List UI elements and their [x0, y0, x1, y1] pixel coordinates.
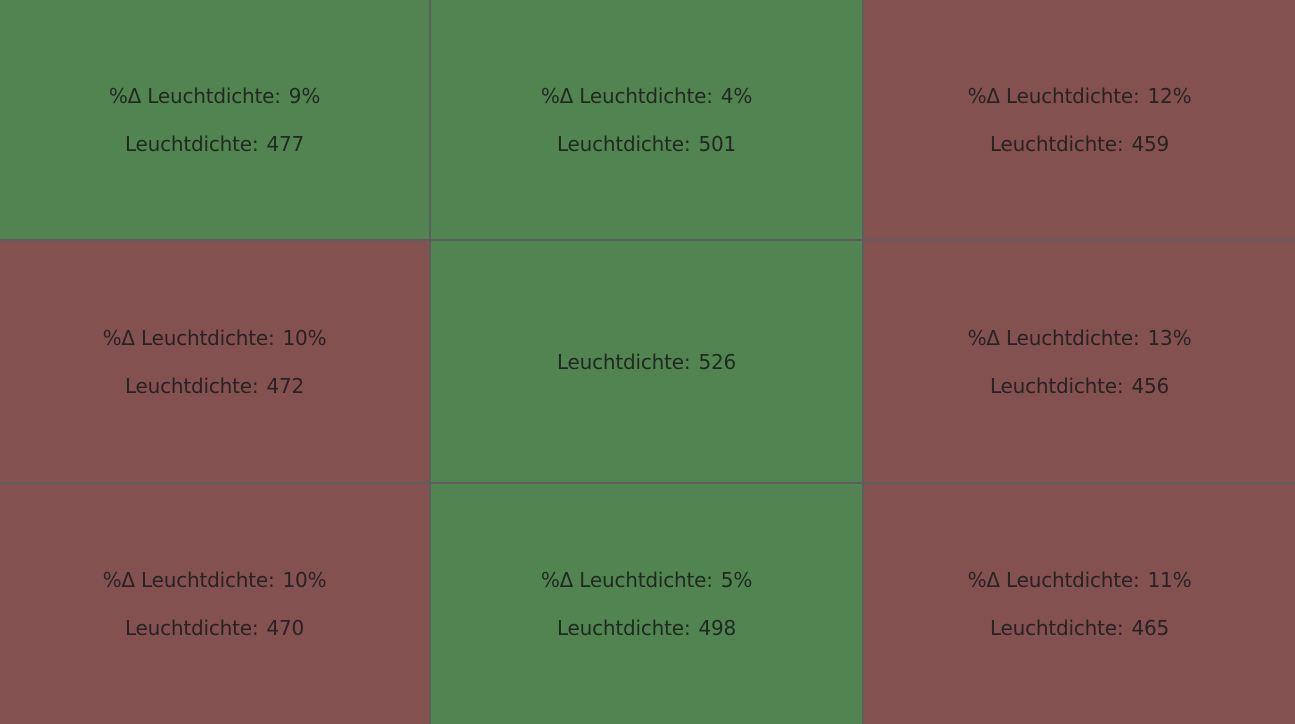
luminance-value: 456 — [1131, 373, 1170, 398]
delta-value: 10% — [282, 325, 327, 350]
delta-value: 9% — [288, 83, 321, 108]
cell-center-reference: Leuchtdichte: 526 — [431, 241, 864, 484]
delta-label: %Δ Leuchtdichte: — [967, 83, 1140, 108]
luminance-readout: Leuchtdichte: 456 — [990, 362, 1169, 410]
luminance-value: 526 — [698, 349, 737, 374]
delta-value: 5% — [720, 568, 753, 592]
luminance-label: Leuchtdichte: — [556, 616, 691, 640]
delta-label: %Δ Leuchtdichte: — [967, 325, 1140, 350]
luminance-label: Leuchtdichte: — [989, 616, 1124, 640]
cell-bottom-left: %Δ Leuchtdichte: 10% Leuchtdichte: 470 — [0, 484, 431, 724]
delta-value: 10% — [282, 568, 327, 592]
cell-top-right: %Δ Leuchtdichte: 12% Leuchtdichte: 459 — [864, 0, 1295, 241]
luminance-value: 498 — [698, 616, 737, 640]
delta-label: %Δ Leuchtdichte: — [108, 83, 281, 108]
delta-readout: %Δ Leuchtdichte: 4% — [541, 72, 752, 120]
luminance-label: Leuchtdichte: — [556, 349, 691, 374]
delta-readout: %Δ Leuchtdichte: 10% — [103, 314, 327, 362]
cell-bottom-right: %Δ Leuchtdichte: 11% Leuchtdichte: 465 — [864, 484, 1295, 724]
luminance-readout: Leuchtdichte: 470 — [125, 604, 304, 652]
delta-readout: %Δ Leuchtdichte: 12% — [968, 72, 1192, 120]
luminance-label: Leuchtdichte: — [124, 373, 259, 398]
luminance-value: 477 — [266, 131, 305, 156]
luminance-label: Leuchtdichte: — [556, 131, 691, 156]
luminance-value: 465 — [1131, 616, 1170, 640]
luminance-readout: Leuchtdichte: 526 — [557, 338, 736, 386]
luminance-value: 470 — [266, 616, 305, 640]
luminance-value: 472 — [266, 373, 305, 398]
delta-value: 4% — [720, 83, 753, 108]
cell-top-center: %Δ Leuchtdichte: 4% Leuchtdichte: 501 — [431, 0, 864, 241]
delta-label: %Δ Leuchtdichte: — [967, 568, 1140, 592]
luminance-label: Leuchtdichte: — [124, 616, 259, 640]
delta-label: %Δ Leuchtdichte: — [540, 83, 713, 108]
delta-value: 12% — [1147, 83, 1192, 108]
luminance-readout: Leuchtdichte: 465 — [990, 604, 1169, 652]
cell-bottom-center: %Δ Leuchtdichte: 5% Leuchtdichte: 498 — [431, 484, 864, 724]
luminance-readout: Leuchtdichte: 501 — [557, 120, 736, 168]
delta-readout: %Δ Leuchtdichte: 11% — [968, 556, 1192, 604]
luminance-label: Leuchtdichte: — [989, 131, 1124, 156]
cell-middle-left: %Δ Leuchtdichte: 10% Leuchtdichte: 472 — [0, 241, 431, 484]
luminance-value: 501 — [698, 131, 737, 156]
luminance-readout: Leuchtdichte: 472 — [125, 362, 304, 410]
delta-label: %Δ Leuchtdichte: — [102, 325, 275, 350]
luminance-readout: Leuchtdichte: 498 — [557, 604, 736, 652]
delta-readout: %Δ Leuchtdichte: 13% — [968, 314, 1192, 362]
luminance-value: 459 — [1131, 131, 1170, 156]
delta-readout: %Δ Leuchtdichte: 10% — [103, 556, 327, 604]
delta-label: %Δ Leuchtdichte: — [540, 568, 713, 592]
delta-value: 11% — [1147, 568, 1192, 592]
delta-label: %Δ Leuchtdichte: — [102, 568, 275, 592]
luminance-readout: Leuchtdichte: 477 — [125, 120, 304, 168]
luminance-readout: Leuchtdichte: 459 — [990, 120, 1169, 168]
delta-value: 13% — [1147, 325, 1192, 350]
luminance-label: Leuchtdichte: — [989, 373, 1124, 398]
cell-middle-right: %Δ Leuchtdichte: 13% Leuchtdichte: 456 — [864, 241, 1295, 484]
cell-top-left: %Δ Leuchtdichte: 9% Leuchtdichte: 477 — [0, 0, 431, 241]
delta-readout: %Δ Leuchtdichte: 9% — [109, 72, 320, 120]
delta-readout: %Δ Leuchtdichte: 5% — [541, 556, 752, 604]
luminance-label: Leuchtdichte: — [124, 131, 259, 156]
